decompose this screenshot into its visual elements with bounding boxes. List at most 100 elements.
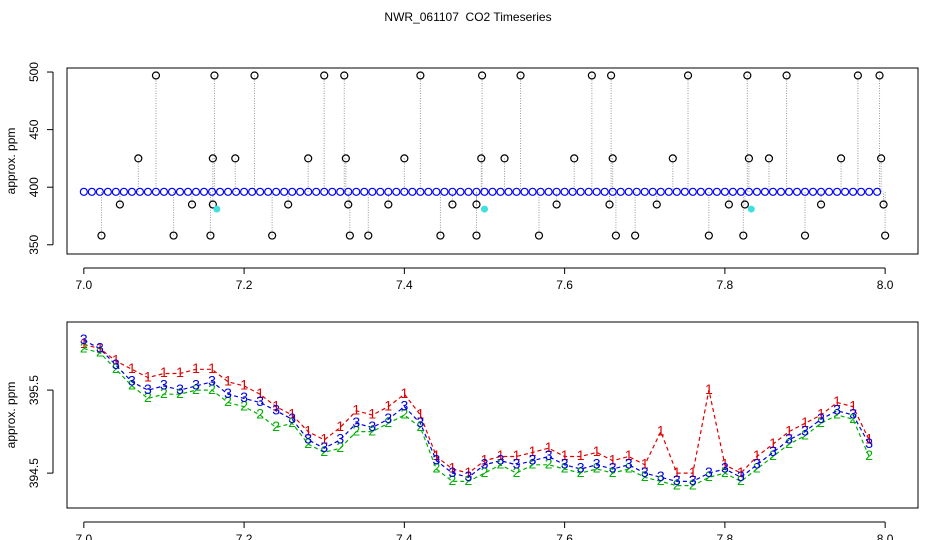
- point-label: 2: [320, 443, 328, 459]
- point: [239, 187, 249, 196]
- point: [744, 154, 754, 163]
- point-label: 2: [593, 460, 601, 476]
- point-label: 3: [352, 414, 360, 430]
- point-label: 1: [449, 460, 457, 476]
- point-label: 1: [433, 447, 441, 463]
- point-label: 1: [400, 385, 408, 401]
- point-label: 2: [817, 414, 825, 430]
- point-label: 2: [737, 472, 745, 488]
- point-label: 1: [240, 377, 248, 393]
- point: [728, 187, 737, 196]
- point: [848, 187, 858, 196]
- point: [740, 200, 750, 209]
- point-label: 1: [721, 456, 729, 472]
- point-label: 2: [176, 385, 184, 401]
- point-label: 3: [465, 468, 473, 484]
- point: [175, 187, 185, 196]
- point-label: 1: [288, 406, 296, 422]
- point: [528, 187, 537, 196]
- point: [600, 187, 609, 196]
- point: [352, 187, 361, 196]
- point-label: 2: [208, 381, 216, 397]
- point: [816, 187, 826, 196]
- series-line: [83, 348, 870, 487]
- point: [552, 200, 561, 209]
- point-label: 3: [497, 451, 505, 467]
- point-label: 1: [849, 397, 857, 413]
- point: [97, 231, 106, 240]
- point: [640, 187, 649, 196]
- point-label: 1: [128, 360, 136, 376]
- point-label: 1: [689, 464, 697, 480]
- point-label: 1: [144, 368, 152, 384]
- point: [134, 154, 143, 163]
- point: [448, 187, 457, 196]
- point: [472, 231, 481, 240]
- point-label: 2: [433, 460, 441, 476]
- point: [167, 187, 177, 196]
- point-label: 2: [352, 422, 360, 438]
- point: [536, 187, 545, 196]
- point-label: 3: [817, 410, 825, 426]
- point: [720, 187, 729, 196]
- point: [344, 200, 353, 209]
- x-tick-label: 8.0: [877, 278, 894, 292]
- point: [477, 71, 487, 80]
- point: [215, 187, 225, 196]
- point: [652, 200, 661, 209]
- point-label: 3: [224, 385, 232, 401]
- point: [648, 187, 657, 196]
- point: [816, 200, 826, 209]
- point: [477, 154, 486, 163]
- point-label: 2: [513, 464, 521, 480]
- point-label: 3: [416, 414, 424, 430]
- x-tick-label: 8.0: [877, 532, 894, 540]
- point-label: 2: [96, 343, 104, 359]
- point-label: 3: [160, 377, 168, 393]
- point: [288, 187, 297, 196]
- point-label: 1: [753, 447, 761, 463]
- point-label: 3: [288, 410, 296, 426]
- point-label: 1: [368, 406, 376, 422]
- point: [672, 187, 681, 196]
- point: [364, 231, 373, 240]
- point: [304, 154, 313, 163]
- point: [368, 187, 377, 196]
- point: [504, 187, 513, 196]
- point: [840, 187, 850, 196]
- point-label: 1: [513, 447, 521, 463]
- x-tick-label: 7.2: [236, 278, 253, 292]
- point-label: 3: [657, 468, 665, 484]
- point-label: 1: [545, 439, 553, 455]
- point: [384, 187, 393, 196]
- point-label: 2: [641, 468, 649, 484]
- point-label: 3: [256, 393, 264, 409]
- x-tick-label: 7.6: [556, 532, 573, 540]
- point-label: 2: [336, 439, 344, 455]
- point: [611, 231, 621, 240]
- point: [877, 154, 886, 163]
- point: [264, 187, 273, 196]
- point-label: 2: [801, 426, 809, 442]
- point: [87, 187, 96, 196]
- point: [752, 187, 762, 196]
- point-label: 3: [272, 402, 280, 418]
- point-label: 2: [625, 460, 633, 476]
- point: [836, 154, 846, 163]
- point: [608, 187, 617, 196]
- point-label: 2: [785, 435, 793, 451]
- point: [480, 205, 488, 213]
- point: [680, 187, 689, 196]
- point-label: 2: [529, 456, 537, 472]
- point-label: 2: [849, 410, 857, 426]
- point-label: 2: [416, 418, 424, 434]
- point: [736, 187, 746, 196]
- point-label: 2: [144, 389, 152, 405]
- point-label: 3: [481, 456, 489, 472]
- point: [512, 187, 521, 196]
- point: [328, 187, 337, 196]
- x-tick-label: 7.6: [556, 278, 573, 292]
- point: [432, 187, 441, 196]
- point: [782, 71, 791, 80]
